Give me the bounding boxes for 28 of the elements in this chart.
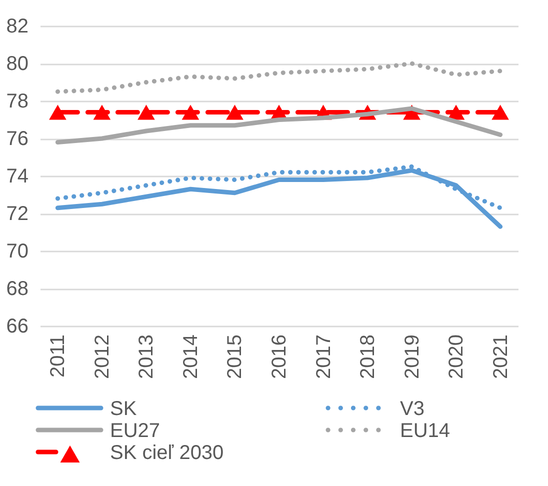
line-series [55, 61, 503, 94]
y-tick-label: 74 [6, 166, 28, 188]
x-tick-label: 2014 [180, 334, 202, 379]
y-tick-label: 82 [6, 16, 28, 38]
x-tick-label: 2018 [357, 334, 380, 379]
x-tick-label: 2020 [446, 334, 468, 379]
x-tick-label: 2017 [312, 334, 335, 379]
x-tick-label: 2021 [490, 334, 512, 379]
legend-label: V3 [400, 398, 424, 420]
legend-label: SK [110, 398, 138, 420]
x-tick-label: 2012 [91, 334, 114, 379]
y-tick-label: 72 [6, 203, 28, 225]
legend-label: EU27 [110, 420, 160, 442]
y-tick-label: 80 [6, 53, 28, 75]
x-tick-label: 2011 [47, 334, 70, 378]
x-tick-label: 2016 [268, 334, 290, 379]
y-tick-label: 78 [6, 90, 28, 112]
legend-label: SK cieľ 2030 [110, 442, 224, 464]
y-tick-label: 76 [6, 128, 28, 150]
x-tick-label: 2013 [136, 334, 158, 379]
y-tick-label: 68 [6, 278, 28, 300]
y-tick-label: 70 [6, 240, 28, 262]
y-tick-label: 66 [6, 316, 28, 338]
line-series [55, 106, 503, 144]
x-tick-label: 2019 [401, 334, 424, 379]
x-tick-label: 2015 [224, 334, 246, 379]
legend-label: EU14 [400, 420, 450, 442]
line-series [55, 168, 503, 229]
